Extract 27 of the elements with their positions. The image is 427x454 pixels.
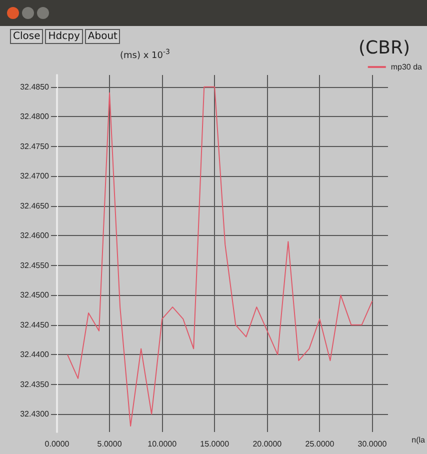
x-axis-title: n(la: [412, 436, 426, 444]
y-tick-label: 32.4700: [20, 172, 50, 181]
x-tick-label: 5.0000: [97, 440, 122, 448]
y-tick-label: 32.4650: [20, 201, 50, 210]
y-tick-label: 32.4300: [20, 410, 50, 419]
y-axis-title: (ms) x 10$^{-3}$: [120, 48, 170, 61]
y-tick-label: 32.4750: [20, 142, 50, 151]
legend-label: mp30 da: [390, 62, 423, 72]
x-tick-label: 20.0000: [252, 440, 282, 448]
line-series: [67, 86, 373, 427]
y-tick-label: 32.4400: [20, 350, 50, 360]
y-tick-label: 32.4450: [20, 320, 50, 330]
x-tick-label: 30.0000: [358, 440, 388, 448]
button[interactable]: Close: [10, 29, 44, 44]
button[interactable]: About: [84, 29, 120, 44]
x-tick-label: 15.0000: [200, 440, 230, 448]
button[interactable]: Hdcpy: [45, 29, 83, 44]
y-tick-label: 32.4800: [20, 112, 50, 122]
y-tick-label: 32.4500: [20, 290, 50, 300]
x-tick-label: 0.0000: [44, 440, 70, 448]
x-tick-label: 25.0000: [305, 440, 335, 448]
y-tick-label: 32.4550: [20, 260, 50, 270]
y-tick-label: 32.4850: [20, 82, 50, 92]
y-tick-label: 32.4350: [20, 380, 50, 389]
y-tick-label: 32.4600: [20, 231, 50, 240]
x-tick-label: 10.0000: [148, 440, 178, 448]
chart-title: (CBR): [358, 38, 410, 58]
